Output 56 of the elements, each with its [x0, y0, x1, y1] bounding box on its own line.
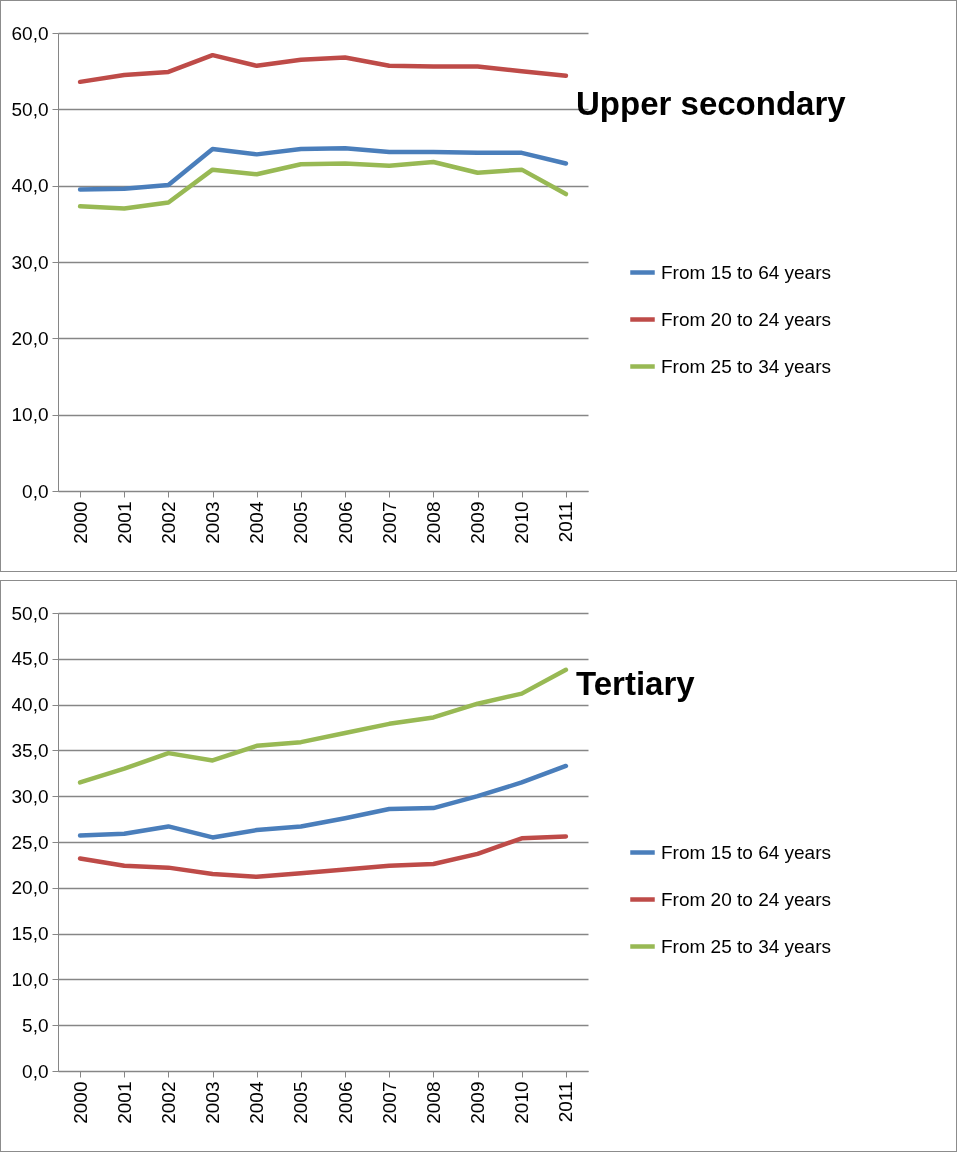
line-series: [77, 146, 569, 192]
x-tick-label: 2001: [113, 1081, 135, 1124]
x-tick-label: 2011: [555, 1081, 577, 1123]
x-tick-label: 2010: [511, 501, 533, 544]
x-tick-label: 2008: [422, 501, 444, 544]
x-tick-label: 2001: [113, 501, 135, 544]
x-tick-label: 2004: [246, 1081, 268, 1124]
y-tick-label: 60,0: [11, 22, 49, 44]
text: Upper secondary: [576, 85, 847, 122]
line-series: [77, 834, 569, 880]
y-tick-label: 0,0: [22, 480, 49, 502]
line-series: [77, 667, 569, 785]
y-tick-label: 50,0: [11, 98, 49, 120]
x-tick-label: 2003: [202, 501, 224, 544]
x-tick-label: 2003: [202, 1081, 224, 1124]
x-tick-label: 2006: [334, 501, 356, 544]
y-tick-label: 40,0: [11, 694, 49, 716]
x-tick-label: 2007: [378, 501, 400, 544]
x-tick-label: 2011: [555, 501, 577, 543]
x-tick-label: 2000: [69, 1081, 91, 1124]
y-tick-label: 0,0: [22, 1060, 49, 1082]
y-tick-label: 30,0: [11, 251, 49, 273]
legend-label: From 20 to 24 years: [661, 308, 832, 330]
legend-label: From 20 to 24 years: [661, 888, 832, 910]
y-tick-label: 30,0: [11, 785, 49, 807]
x-tick-label: 2005: [290, 501, 312, 544]
y-tick-label: 40,0: [11, 175, 49, 197]
legend-label: From 25 to 34 years: [661, 935, 832, 957]
x-tick-label: 2002: [157, 501, 179, 544]
y-tick-label: 10,0: [11, 968, 49, 990]
legend-label: From 15 to 64 years: [661, 261, 832, 283]
y-tick-label: 20,0: [11, 327, 49, 349]
x-tick-label: 2008: [422, 1081, 444, 1124]
y-tick-label: 20,0: [11, 877, 49, 899]
line-series: [77, 763, 569, 840]
x-tick-label: 2002: [157, 1081, 179, 1124]
y-tick-label: 45,0: [11, 648, 49, 670]
y-tick-label: 25,0: [11, 831, 49, 853]
legend-label: From 25 to 34 years: [661, 355, 832, 377]
y-tick-label: 5,0: [22, 1014, 49, 1036]
y-tick-label: 35,0: [11, 739, 49, 761]
x-tick-label: 2010: [511, 1081, 533, 1124]
line-series: [77, 52, 569, 85]
text: Tertiary: [576, 665, 696, 702]
x-tick-label: 2009: [467, 1081, 489, 1124]
y-tick-label: 10,0: [11, 404, 49, 426]
x-tick-label: 2004: [246, 501, 268, 544]
x-tick-label: 2009: [467, 501, 489, 544]
y-tick-label: 15,0: [11, 923, 49, 945]
y-tick-label: 50,0: [11, 602, 49, 624]
x-tick-label: 2007: [378, 1081, 400, 1124]
x-tick-label: 2005: [290, 1081, 312, 1124]
line-series: [77, 159, 569, 211]
x-tick-label: 2006: [334, 1081, 356, 1124]
x-tick-label: 2000: [69, 501, 91, 544]
legend-label: From 15 to 64 years: [661, 841, 832, 863]
